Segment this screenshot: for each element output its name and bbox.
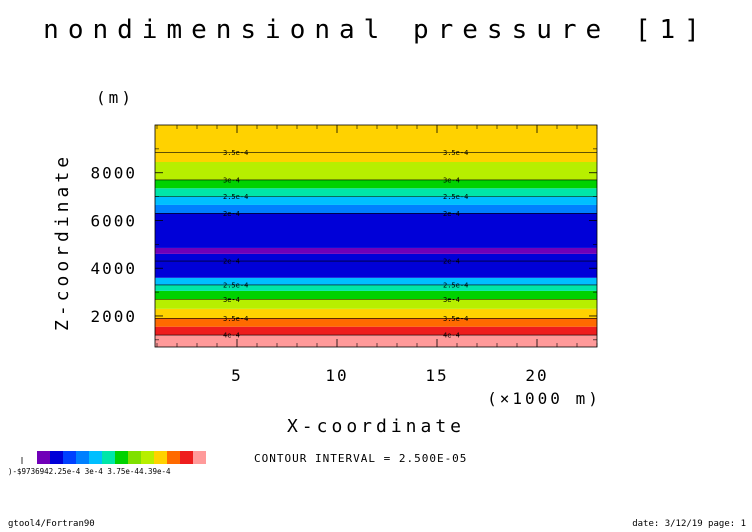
legend-swatch — [115, 451, 128, 464]
heatmap-bands — [155, 125, 597, 347]
band-9 — [155, 247, 597, 254]
legend-swatch — [128, 451, 141, 464]
color-legend — [21, 451, 206, 464]
legend-swatch — [76, 451, 89, 464]
contour-label: 3e-4 — [223, 296, 240, 304]
legend-swatch — [180, 451, 193, 464]
band-15 — [155, 162, 597, 180]
band-3 — [155, 308, 597, 319]
band-11 — [155, 204, 597, 214]
x-tick-label: 20 — [525, 366, 548, 385]
footer-right: date: 3/12/19 page: 1 — [632, 519, 746, 529]
y-tick-label: 8000 — [90, 164, 137, 183]
band-12 — [155, 196, 597, 205]
legend-swatch — [167, 451, 180, 464]
contour-label: 2e-4 — [443, 258, 460, 266]
contour-label: 2e-4 — [443, 210, 460, 218]
x-unit-label: (×1000 m) — [487, 389, 601, 408]
y-tick-label: 2000 — [90, 307, 137, 326]
contour-label: 3.5e-4 — [443, 315, 468, 323]
legend-swatch — [37, 451, 50, 464]
legend-swatch — [50, 451, 63, 464]
contour-label: 2.5e-4 — [443, 193, 468, 201]
legend-swatch — [154, 451, 167, 464]
band-10 — [155, 213, 597, 248]
contour-label: 2.5e-4 — [223, 193, 248, 201]
chart-title: nondimensional pressure [1] — [43, 15, 709, 45]
band-7 — [155, 277, 597, 285]
legend-labels: )-$9736942.25e-4 3e-4 3.75e-44.39e-4 — [8, 467, 171, 476]
legend-swatch — [102, 451, 115, 464]
contour-label: 4e-4 — [443, 332, 460, 340]
x-axis-label: X-coordinate — [287, 416, 465, 437]
x-tick-label: 10 — [325, 366, 348, 385]
contour-label: 4e-4 — [223, 332, 240, 340]
contour-lines: 4e-4 4e-4 3.5e-4 3.5e-4 3e-4 3e-4 2.5e-4 2.5e-4… — [155, 149, 597, 340]
band-2 — [155, 318, 597, 327]
y-tick-label: 6000 — [90, 211, 137, 230]
band-0 — [155, 335, 597, 347]
contour-interval: CONTOUR INTERVAL = 2.500E-05 — [254, 452, 467, 465]
contour-label: 3e-4 — [443, 176, 460, 184]
band-17 — [155, 125, 597, 153]
contour-label: 3.5e-4 — [223, 315, 248, 323]
legend-swatch — [63, 451, 76, 464]
contour-label: 2e-4 — [223, 210, 240, 218]
contour-label: 3.5e-4 — [223, 149, 248, 157]
axes: 5 10 15 20 2000 4000 6000 8000 — [90, 124, 598, 385]
band-1 — [155, 326, 597, 336]
band-4 — [155, 299, 597, 309]
legend-swatch — [89, 451, 102, 464]
contour-label: 3e-4 — [443, 296, 460, 304]
band-14 — [155, 179, 597, 189]
contour-label: 3.5e-4 — [443, 149, 468, 157]
legend-swatch — [193, 451, 206, 464]
band-8 — [155, 253, 597, 278]
contour-label: 2.5e-4 — [443, 281, 468, 289]
band-13 — [155, 188, 597, 197]
band-6 — [155, 284, 597, 291]
plot-frame — [154, 124, 598, 348]
y-unit-label: (m) — [96, 88, 134, 107]
y-tick-label: 4000 — [90, 259, 137, 278]
contour-label: 2e-4 — [223, 258, 240, 266]
band-5 — [155, 290, 597, 300]
legend-swatch — [141, 451, 154, 464]
y-axis-label: Z-coordinate — [52, 153, 73, 331]
x-tick-label: 5 — [231, 366, 243, 385]
x-tick-label: 15 — [425, 366, 448, 385]
footer-left: gtool4/Fortran90 — [8, 519, 95, 529]
contour-label: 3e-4 — [223, 176, 240, 184]
band-16 — [155, 152, 597, 162]
contour-label: 2.5e-4 — [223, 281, 248, 289]
